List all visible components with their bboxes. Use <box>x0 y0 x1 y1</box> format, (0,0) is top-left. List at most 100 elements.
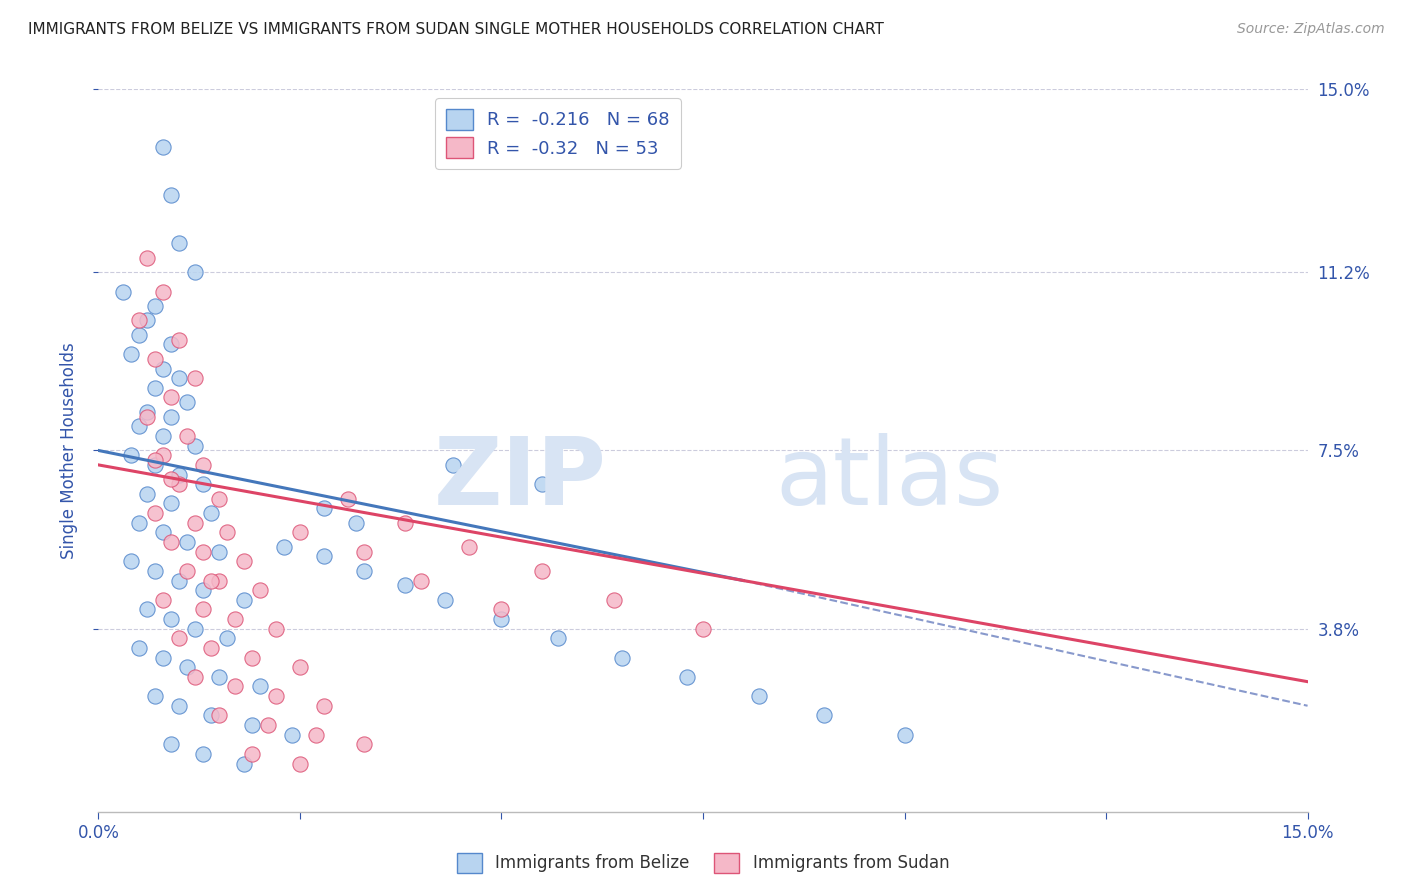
Point <box>152 448 174 462</box>
Point <box>200 574 222 588</box>
Point <box>176 660 198 674</box>
Point <box>603 592 626 607</box>
Legend: Immigrants from Belize, Immigrants from Sudan: Immigrants from Belize, Immigrants from … <box>450 847 956 880</box>
Point <box>813 708 835 723</box>
Point <box>232 756 254 771</box>
Point <box>193 544 215 558</box>
Point <box>530 564 553 578</box>
Point <box>167 236 190 251</box>
Point <box>305 728 328 742</box>
Text: Source: ZipAtlas.com: Source: ZipAtlas.com <box>1237 22 1385 37</box>
Point <box>314 698 336 713</box>
Point <box>353 544 375 558</box>
Point <box>128 327 150 342</box>
Point <box>143 351 166 366</box>
Point <box>193 477 215 491</box>
Point <box>167 632 190 646</box>
Point <box>676 670 699 684</box>
Point <box>240 747 263 761</box>
Point <box>143 506 166 520</box>
Point <box>458 540 481 554</box>
Point <box>208 708 231 723</box>
Point <box>128 516 150 530</box>
Text: atlas: atlas <box>776 434 1004 525</box>
Point <box>249 680 271 694</box>
Point <box>135 405 157 419</box>
Point <box>409 574 432 588</box>
Point <box>167 698 190 713</box>
Point <box>143 689 166 703</box>
Point <box>434 592 457 607</box>
Point <box>232 592 254 607</box>
Point <box>160 391 183 405</box>
Point <box>167 574 190 588</box>
Point <box>160 472 183 486</box>
Point <box>193 583 215 598</box>
Point <box>200 708 222 723</box>
Text: IMMIGRANTS FROM BELIZE VS IMMIGRANTS FROM SUDAN SINGLE MOTHER HOUSEHOLDS CORRELA: IMMIGRANTS FROM BELIZE VS IMMIGRANTS FRO… <box>28 22 884 37</box>
Point <box>193 458 215 472</box>
Point <box>135 313 157 327</box>
Point <box>152 429 174 443</box>
Point <box>394 516 416 530</box>
Point <box>143 381 166 395</box>
Point <box>135 487 157 501</box>
Legend: R =  -0.216   N = 68, R =  -0.32   N = 53: R = -0.216 N = 68, R = -0.32 N = 53 <box>434 98 681 169</box>
Point <box>160 737 183 751</box>
Point <box>160 535 183 549</box>
Point <box>217 632 239 646</box>
Point <box>120 347 142 361</box>
Point <box>394 578 416 592</box>
Point <box>273 540 295 554</box>
Point <box>184 622 207 636</box>
Point <box>184 265 207 279</box>
Point <box>232 554 254 568</box>
Point <box>167 477 190 491</box>
Point <box>224 612 246 626</box>
Point <box>152 285 174 299</box>
Point <box>160 188 183 202</box>
Y-axis label: Single Mother Households: Single Mother Households <box>59 343 77 558</box>
Point <box>160 612 183 626</box>
Point <box>441 458 464 472</box>
Point <box>143 453 166 467</box>
Point <box>135 409 157 424</box>
Point <box>176 564 198 578</box>
Point <box>128 640 150 655</box>
Point <box>288 525 311 540</box>
Point <box>152 525 174 540</box>
Point <box>240 650 263 665</box>
Point <box>224 680 246 694</box>
Point <box>208 574 231 588</box>
Point <box>256 718 278 732</box>
Point <box>344 516 367 530</box>
Point <box>288 660 311 674</box>
Point <box>184 516 207 530</box>
Point <box>337 491 360 506</box>
Point <box>314 501 336 516</box>
Point <box>264 689 287 703</box>
Point <box>612 650 634 665</box>
Point <box>120 448 142 462</box>
Point <box>281 728 304 742</box>
Point <box>160 337 183 351</box>
Point <box>152 592 174 607</box>
Point <box>193 602 215 616</box>
Point <box>135 251 157 265</box>
Point <box>893 728 915 742</box>
Point <box>692 622 714 636</box>
Point <box>176 395 198 409</box>
Point <box>208 544 231 558</box>
Point <box>184 371 207 385</box>
Point <box>111 285 134 299</box>
Point <box>160 409 183 424</box>
Point <box>143 299 166 313</box>
Point <box>160 496 183 510</box>
Point <box>152 361 174 376</box>
Point <box>167 333 190 347</box>
Point <box>288 756 311 771</box>
Point <box>748 689 770 703</box>
Point <box>184 670 207 684</box>
Point <box>547 632 569 646</box>
Point <box>120 554 142 568</box>
